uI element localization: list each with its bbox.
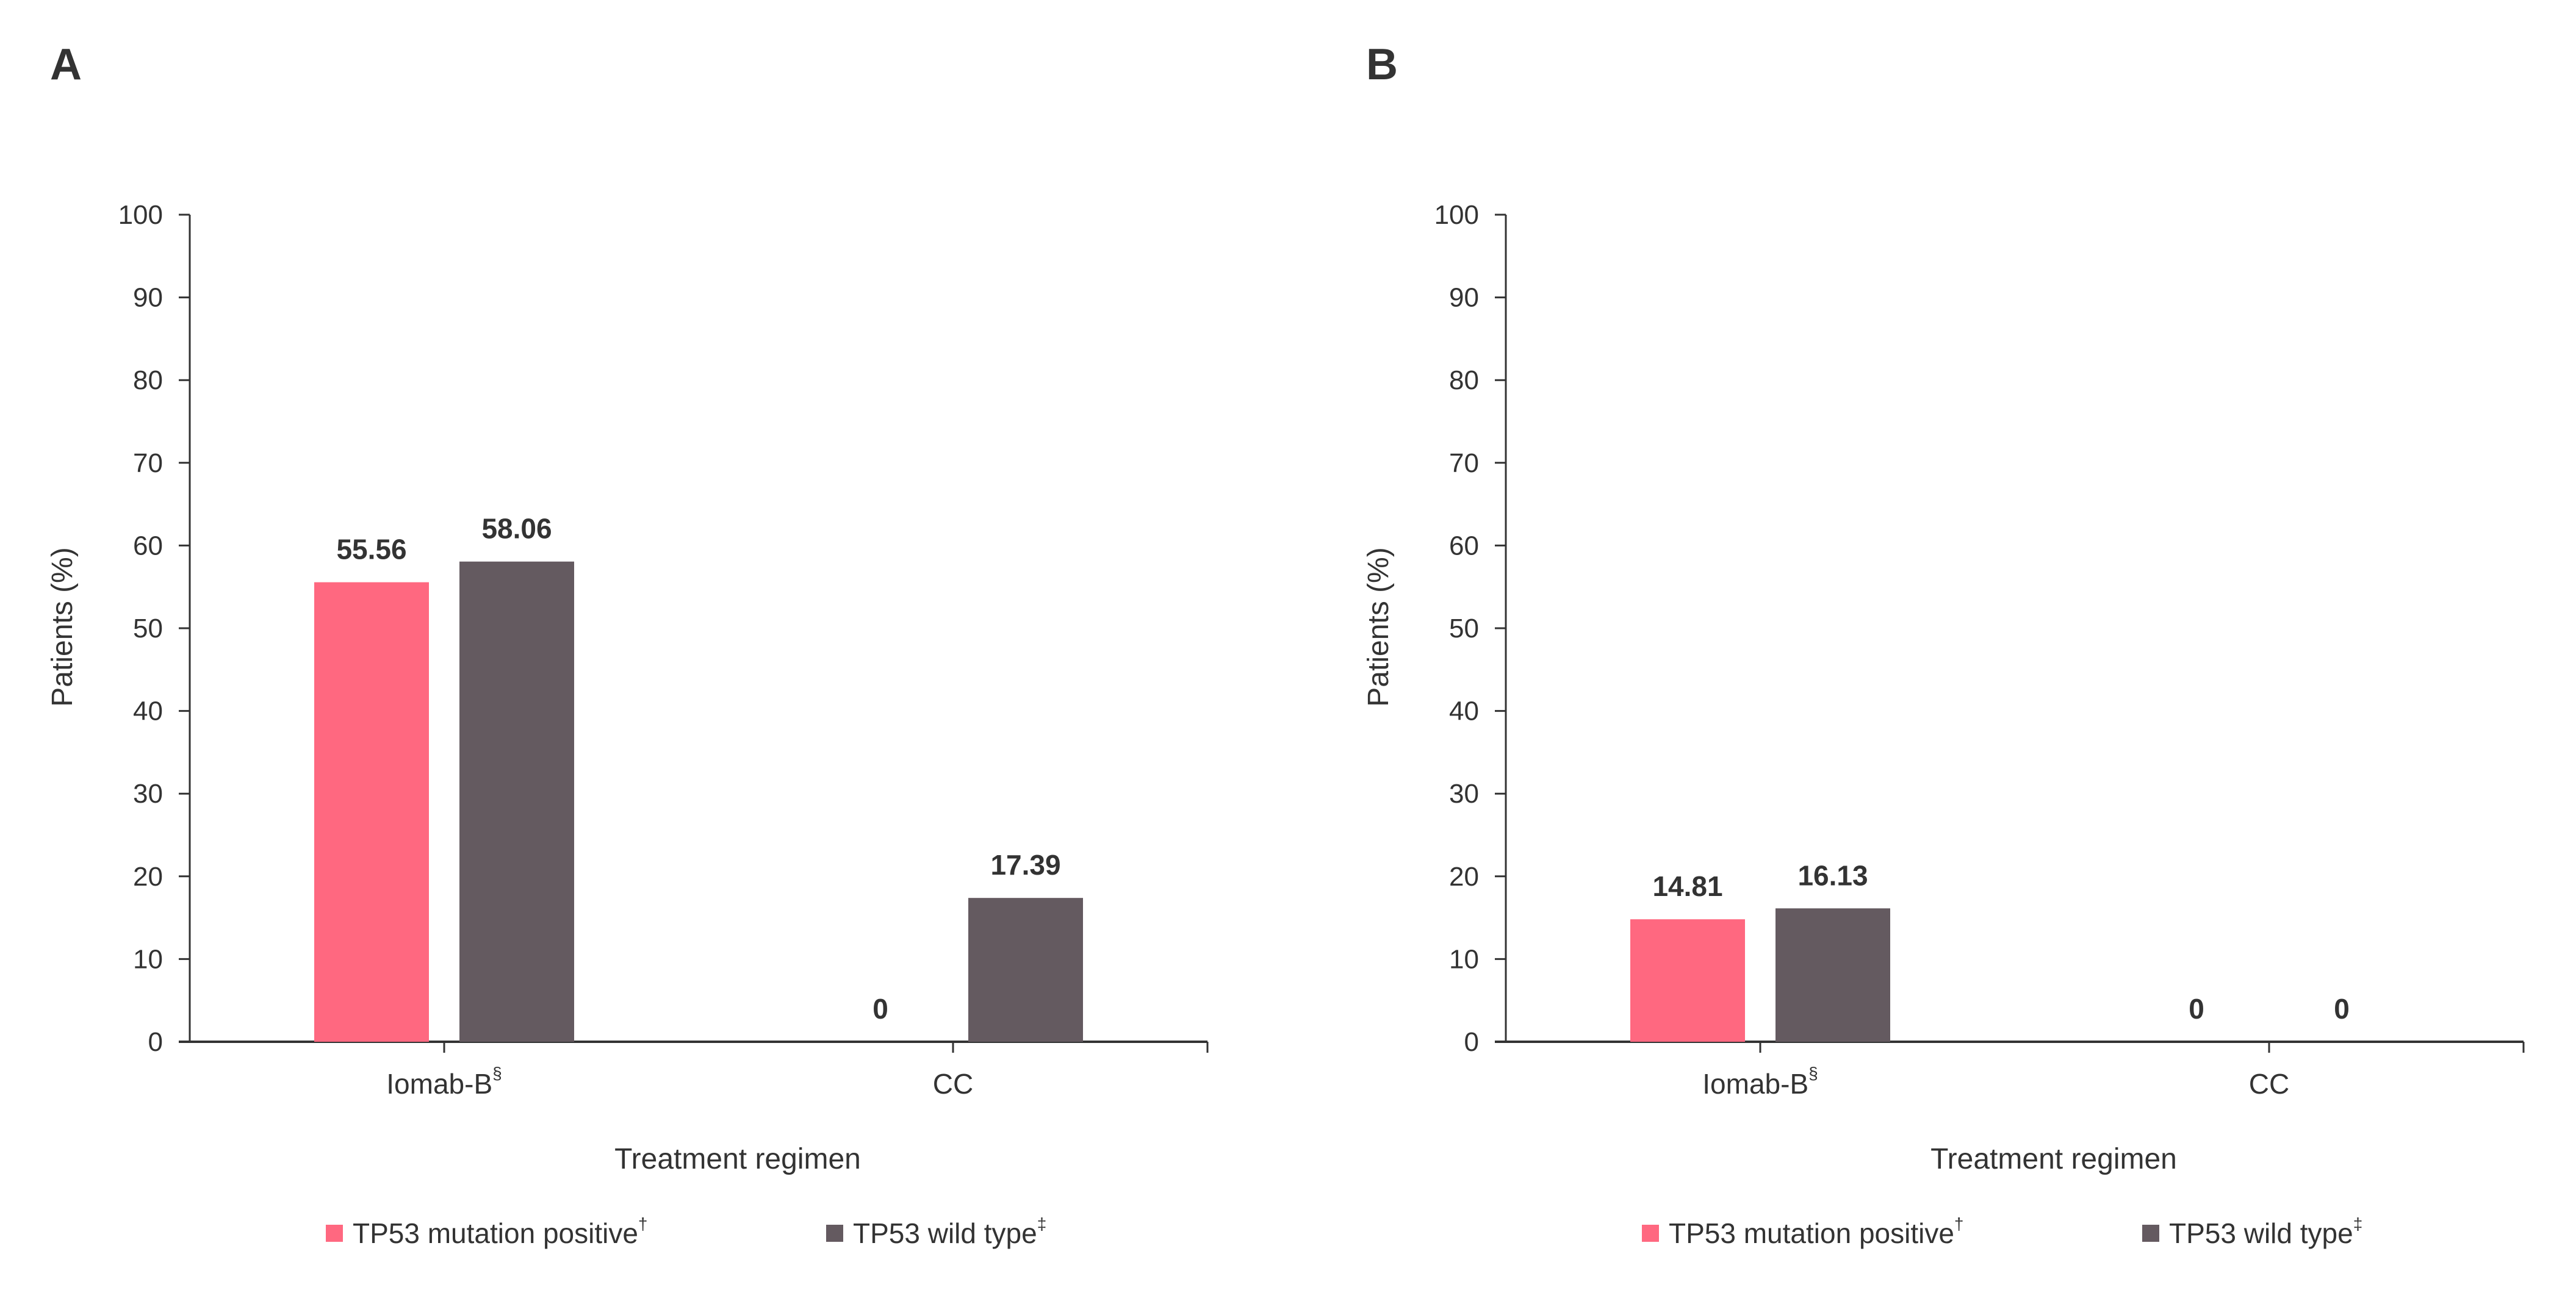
legend-name: TP53 mutation positive [1669,1217,1954,1249]
chart-panel-b: B 0 10 20 30 40 50 60 70 80 90 100 Iomab-B§ 14.81 16.1… [1362,40,2525,1249]
y-tick-label: 0 [1464,1027,1479,1057]
legend-label: TP53 mutation positive† [1669,1214,1963,1249]
data-label: 58.06 [481,513,552,545]
legend-name: TP53 wild type [853,1217,1037,1249]
y-tick-label: 70 [1449,448,1479,478]
legend-swatch [826,1225,843,1242]
legend-item-mutation: TP53 mutation positive† [1642,1214,1963,1249]
y-tick-label: 90 [1449,283,1479,313]
legend-superscript: † [638,1214,648,1233]
category-label: Iomab-B§ [1702,1064,1818,1100]
y-tick-label: 80 [133,365,163,395]
y-tick-label: 100 [118,200,163,230]
category-name: Iomab-B [386,1068,492,1100]
bar-mutation-iomab-b [1630,919,1745,1042]
y-tick-label: 50 [1449,614,1479,643]
category-name: CC [2249,1068,2289,1100]
legend-superscript: ‡ [2353,1214,2363,1233]
data-label: 0 [2189,993,2204,1025]
y-tick-label: 10 [1449,944,1479,974]
y-tick-label: 90 [133,283,163,313]
y-tick-label: 0 [148,1027,163,1057]
legend-label: TP53 wild type‡ [853,1214,1046,1249]
legend-item-mutation: TP53 mutation positive† [326,1214,647,1249]
legend-item-wild: TP53 wild type‡ [826,1214,1046,1249]
panel-label: B [1366,40,1398,89]
legend-swatch [1642,1225,1659,1242]
y-tick-label: 10 [133,944,163,974]
y-tick-label: 30 [133,779,163,809]
category-name: Iomab-B [1702,1068,1808,1100]
y-tick-label: 100 [1434,200,1479,230]
category-label: Iomab-B§ [386,1064,502,1100]
category-label: CC [933,1068,973,1100]
legend-name: TP53 mutation positive [353,1217,638,1249]
chart-panel-a: A 0 10 20 30 40 50 60 70 80 90 100 Iomab-B§ 55.56 58.0… [46,40,1209,1249]
x-axis-title: Treatment regimen [614,1143,861,1175]
category-superscript: § [492,1064,502,1083]
bar-wild-iomab-b [459,561,574,1042]
panel-label: A [50,40,82,89]
y-tick-label: 70 [133,448,163,478]
legend-label: TP53 mutation positive† [353,1214,647,1249]
data-label: 55.56 [336,534,406,565]
bar-wild-iomab-b [1775,908,1890,1042]
data-label: 14.81 [1652,870,1722,902]
data-label: 17.39 [990,849,1060,881]
legend-item-wild: TP53 wild type‡ [2142,1214,2362,1249]
y-tick-label: 60 [1449,531,1479,561]
y-axis-title: Patients (%) [1362,547,1395,706]
y-tick-label: 20 [1449,862,1479,892]
x-axis-title: Treatment regimen [1930,1143,2177,1175]
bar-mutation-iomab-b [314,582,429,1042]
bar-wild-cc [968,898,1083,1042]
legend-swatch [326,1225,343,1242]
y-tick-label: 30 [1449,779,1479,809]
y-tick-label: 40 [133,697,163,726]
y-tick-label: 50 [133,614,163,643]
legend-name: TP53 wild type [2169,1217,2353,1249]
category-label: CC [2249,1068,2289,1100]
category-superscript: § [1808,1064,1818,1083]
legend-label: TP53 wild type‡ [2169,1214,2362,1249]
data-label: 0 [872,993,888,1025]
legend-superscript: † [1954,1214,1964,1233]
y-axis-title: Patients (%) [46,547,79,706]
data-label: 16.13 [1797,859,1868,891]
data-label: 0 [2334,993,2350,1025]
y-tick-label: 80 [1449,365,1479,395]
legend-superscript: ‡ [1037,1214,1047,1233]
category-name: CC [933,1068,973,1100]
y-tick-label: 20 [133,862,163,892]
y-tick-label: 60 [133,531,163,561]
legend-swatch [2142,1225,2159,1242]
y-tick-label: 40 [1449,697,1479,726]
